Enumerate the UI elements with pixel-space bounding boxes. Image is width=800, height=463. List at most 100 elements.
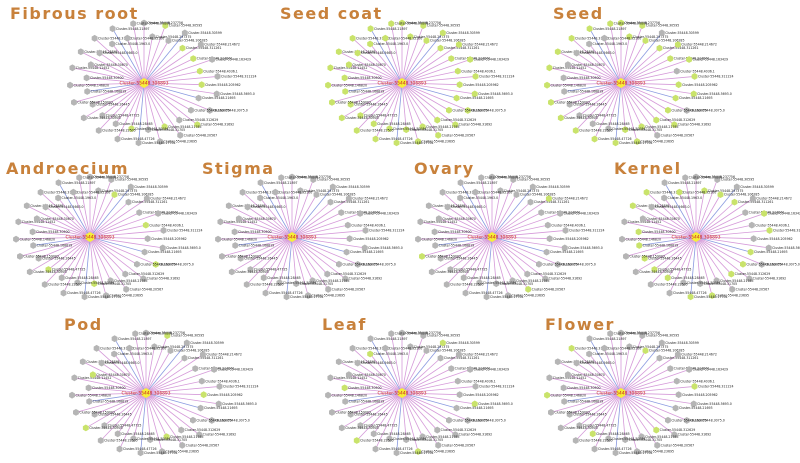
edge (632, 205, 697, 238)
hub-node: Cluster-55448.306893 (377, 388, 427, 398)
node-label: Cluster-55448.31700 (356, 346, 390, 350)
hexagon-node-icon (493, 280, 500, 288)
cluster-node: Cluster-55448.311261 (327, 198, 370, 206)
node-label: Cluster-55448.30599 (134, 185, 168, 189)
hexagon-node-icon (324, 270, 331, 278)
cluster-node: Cluster-55448.163979 (740, 260, 782, 268)
hexagon-node-icon (407, 33, 414, 41)
cluster-node: Cluster-55448.21897 (109, 25, 150, 33)
edge (143, 40, 169, 84)
hexagon-node-icon (357, 112, 364, 119)
edge (695, 236, 750, 279)
hexagon-node-icon (758, 261, 765, 268)
node-label: Cluster-55448.30500 (567, 386, 601, 390)
cluster-node: Cluster-55448.31705 (403, 436, 443, 444)
edge (104, 392, 147, 426)
hexagon-node-icon (472, 383, 479, 390)
edge (620, 342, 663, 394)
hexagon-node-icon (658, 339, 665, 347)
hexagon-node-icon (573, 49, 580, 57)
hexagon-node-icon (289, 173, 295, 181)
cluster-node: Cluster-55448.11452 (417, 218, 457, 226)
edge (356, 82, 403, 131)
node-label: Cluster-55448.30599 (188, 31, 222, 35)
hexagon-node-icon (60, 289, 67, 297)
cluster-node: Cluster-55448.168819 (84, 88, 126, 95)
edge (291, 236, 328, 275)
node-label: Cluster-55448.21765 (516, 279, 550, 283)
hexagon-node-icon (142, 221, 149, 229)
edge (112, 28, 145, 84)
edge (491, 236, 550, 240)
node-label: Cluster-55448.214672 (756, 197, 792, 201)
cluster-node: Cluster-55448.163429 (155, 210, 197, 217)
cluster-node: Cluster-55448.26445 (437, 255, 478, 262)
cluster-node: Cluster-55448.32100 (601, 34, 641, 42)
edge (291, 198, 350, 238)
edge (86, 77, 145, 84)
edge (242, 192, 293, 238)
edge (420, 221, 493, 238)
node-label: Cluster-55448.21693 (350, 250, 384, 254)
hexagon-node-icon (262, 289, 269, 297)
edge (438, 218, 493, 238)
hexagon-node-icon (125, 198, 132, 206)
node-label: Cluster-55448.31692 (459, 123, 493, 127)
hexagon-node-icon (420, 22, 427, 29)
edge (89, 236, 145, 253)
node-label: Cluster-55448.205962 (682, 83, 718, 87)
cluster-node: Cluster-55448.32100 (382, 34, 422, 42)
edge (250, 236, 293, 270)
node-label: Cluster-55448.30034 (483, 281, 517, 285)
node-label: Cluster-55448.30500 (642, 230, 676, 234)
cluster-node: Cluster-55448.205962 (198, 81, 241, 89)
node-label: Cluster-55448.31705 (154, 438, 188, 442)
node-label: Cluster-55448.214672 (462, 353, 498, 357)
node-label: Cluster-55448.30595 (646, 334, 680, 338)
hexagon-node-icon (112, 120, 119, 128)
node-label: Cluster-55448.106285 (724, 193, 760, 197)
cluster-node: Cluster-55448.146820 (544, 81, 586, 89)
hexagon-node-icon (177, 131, 184, 139)
hexagon-node-icon (132, 330, 139, 338)
hexagon-node-icon (664, 274, 671, 282)
edge (435, 236, 493, 246)
edge (491, 190, 501, 238)
cluster-node: Cluster-55448.30905 (338, 424, 379, 432)
cluster-node: Cluster-55448.106285 (313, 191, 355, 199)
edge (620, 335, 643, 394)
hexagon-node-icon (543, 248, 550, 256)
edge (603, 38, 622, 84)
cluster-node: Cluster-55448.31692 (342, 275, 382, 283)
hexagon-node-icon (338, 209, 345, 217)
hexagon-node-icon (335, 358, 342, 366)
node-label: Cluster-55448.168819 (239, 244, 275, 248)
edge (663, 197, 697, 238)
edge (96, 348, 147, 394)
edge (480, 177, 493, 238)
cluster-node: Cluster-55448.3075.0 (683, 107, 725, 114)
edge (401, 82, 475, 95)
node-label: Cluster-55448.5693.0 (222, 402, 257, 406)
cluster-node: Cluster-55448.312629 (324, 270, 366, 278)
edge (92, 374, 147, 394)
node-label: Cluster-55448.30800 (137, 22, 171, 26)
edge (16, 236, 91, 240)
edge (620, 82, 658, 136)
cluster-node: Cluster-55448.168819 (561, 398, 603, 405)
hexagon-node-icon (143, 329, 149, 337)
hexagon-node-icon (367, 350, 374, 358)
hexagon-node-icon (393, 449, 400, 457)
node-label: Cluster-55448.21693 (550, 250, 584, 254)
node-label: Cluster-55448.30670 (442, 217, 476, 221)
edge (695, 213, 765, 238)
hexagon-node-icon (419, 123, 426, 131)
cluster-node: Cluster-55448.31700 (568, 344, 609, 352)
cluster-node: Cluster-55448.17704 (393, 139, 434, 147)
hexagon-node-icon (388, 20, 395, 28)
node-label: Cluster-55448.30595 (427, 24, 461, 28)
node-label: Cluster-55448.214672 (681, 353, 717, 357)
node-label: Cluster-55448.4036.1 (551, 223, 586, 227)
hexagon-node-icon (297, 187, 304, 195)
cluster-node: Cluster-55448.311261 (656, 354, 699, 362)
